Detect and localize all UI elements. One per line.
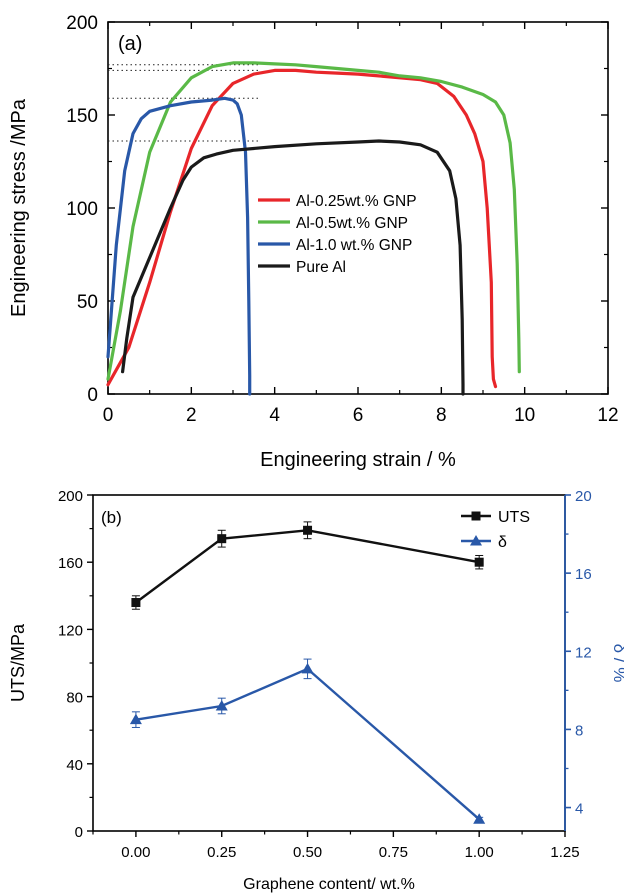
panel-a-y-tick-label: 0 [87,385,98,406]
panel-b-legend-marker-2 [470,535,482,546]
panel-b-y-tick-label: 80 [66,690,83,707]
panel-b-legend: UTS δ [461,509,530,551]
panel-a-legend-label-4: Pure Al [296,259,346,276]
panel-b-y2-tick-label: 8 [575,722,583,739]
panel-b-y-tick-label: 40 [66,757,83,774]
panel-b-x-tick-label: 1.25 [550,844,579,861]
panel-a-x-tick-label: 2 [186,405,197,426]
panel-b-x-ticks: 0.00 0.25 0.50 0.75 1.00 1.25 [92,831,580,861]
panel-b-legend-marker-1 [471,511,481,521]
panel-b-y2-tick-label: 12 [575,644,592,661]
panel-a-x-tick-label: 10 [514,405,535,426]
panel-b-y2-tick-label: 16 [575,566,592,583]
panel-b-point-square [217,534,227,544]
panel-b-x-tick-label: 0.75 [379,844,408,861]
panel-a-legend-label-2: Al-0.5wt.% GNP [296,215,408,232]
panel-b-x-axis-label: Graphene content/ wt.% [243,876,415,893]
panel-b-x-tick-label: 0.50 [293,844,322,861]
panel-b-x-tick-label: 0.25 [207,844,236,861]
panel-b-point-square [303,525,313,535]
panel-a-legend: Al-0.25wt.% GNP Al-0.5wt.% GNP Al-1.0 wt.%… [258,193,417,276]
panel-a-y-tick-label: 50 [77,292,98,313]
panel-b-point-triangle [129,713,142,725]
panel-b-series-line-2 [135,667,480,821]
panel-a-x-tick-label: 0 [103,405,114,426]
panel-b-series-line-1 [135,529,480,604]
panel-a-series-line-1 [106,68,498,389]
panel-b-y-ticks: 0 40 80 120 160 200 [58,488,93,841]
panel-b-point-square [131,598,141,608]
panel-a-y-tick-label: 200 [66,13,98,34]
panel-a-legend-label-3: Al-1.0 wt.% GNP [296,237,412,254]
panel-b-y-axis-label: UTS/MPa [8,623,28,702]
panel-b-series [129,521,486,824]
panel-b-y2-tick-label: 4 [575,801,583,818]
panel-b-y2-tick-label: 20 [575,488,592,505]
panel-a-x-tick-label: 8 [436,405,447,426]
panel-b-x-tick-label: 1.00 [465,844,494,861]
panel-b: 0.00 0.25 0.50 0.75 1.00 1.25 04080120160200 … [8,488,624,893]
panel-a-x-ticks: 0 2 4 6 8 10 12 [103,22,619,426]
panel-b-y-tick-label: 160 [58,555,83,572]
panel-a-series-line-3 [106,96,252,396]
panel-b-y-tick-label: 120 [58,622,83,639]
panel-a-x-tick-label: 6 [353,405,364,426]
panel-b-point-triangle [473,813,486,824]
panel-a-x-tick-label: 4 [269,405,280,426]
panel-b-y2-axis-label: δ / % [610,644,624,683]
panel-a-x-axis-label: Engineering strain / % [260,449,456,471]
panel-a-y-ticks: 0 50 100 150 200 [66,13,608,406]
panel-b-point-square [474,557,484,567]
panel-a-y-axis-label: Engineering stress /MPa [8,98,30,317]
panel-a-series-line-2 [106,61,521,381]
panel-b-legend-label-2: δ [498,534,507,551]
panel-a-y-tick-label: 150 [66,106,98,127]
panel-b-x-tick-label: 0.00 [121,844,150,861]
panel-a-y-tick-label: 100 [66,199,98,220]
panel-b-plot-frame [92,494,566,832]
panel-a-x-tick-label: 12 [597,405,618,426]
panel-b-point-triangle [215,699,228,711]
panel-b-y-tick-label: 0 [75,824,83,841]
panel-a-series-line-4 [120,139,465,396]
panel-a-label: (a) [118,33,142,55]
panel-b-point-triangle [301,662,314,674]
panel-a-series [106,61,521,396]
panel-b-label: (b) [101,508,122,527]
panel-b-legend-label-1: UTS [498,509,530,526]
panel-b-y-tick-label: 200 [58,488,83,505]
panel-b-y2-ticks: 4 8 12 16 20 [565,488,592,818]
panel-a-legend-label-1: Al-0.25wt.% GNP [296,193,417,210]
